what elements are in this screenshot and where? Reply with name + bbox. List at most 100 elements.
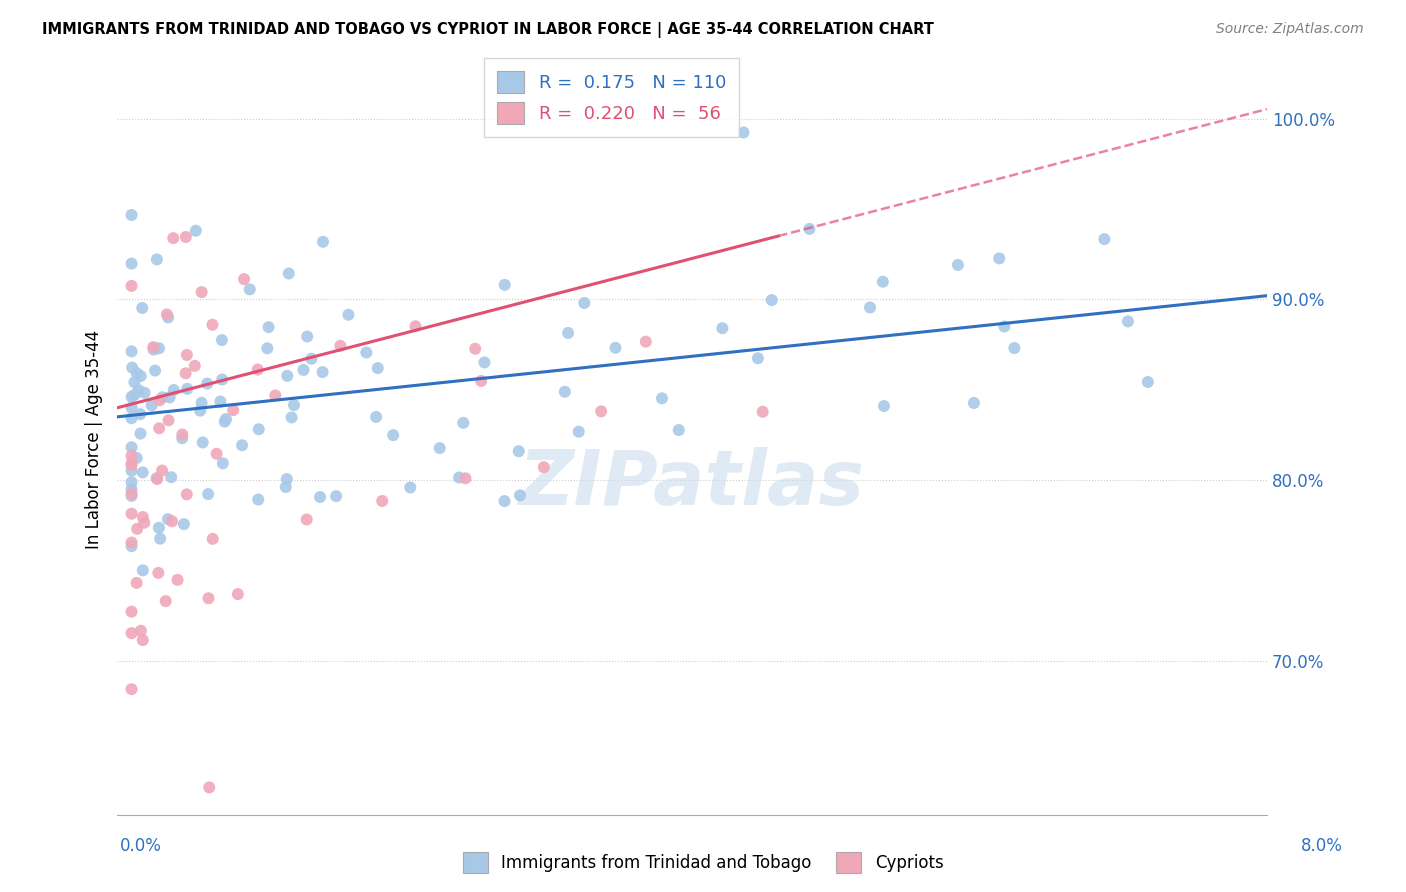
Point <box>751 405 773 419</box>
Point <box>963 396 986 410</box>
Point <box>160 514 183 528</box>
Point <box>121 605 143 619</box>
Point <box>142 343 165 357</box>
Point <box>190 285 212 300</box>
Point <box>150 463 173 477</box>
Point <box>509 488 531 502</box>
Point <box>337 308 360 322</box>
Point <box>201 318 224 332</box>
Point <box>276 472 298 486</box>
Point <box>1092 232 1115 246</box>
Point <box>166 573 188 587</box>
Point <box>574 296 596 310</box>
Point <box>121 489 143 503</box>
Point <box>274 480 297 494</box>
Point <box>163 383 186 397</box>
Point <box>988 252 1011 266</box>
Point <box>121 464 143 478</box>
Point <box>226 587 249 601</box>
Point <box>132 563 155 577</box>
Point <box>121 626 143 640</box>
Point <box>184 224 207 238</box>
Point <box>131 301 153 315</box>
Point <box>125 450 148 465</box>
Point <box>149 393 172 408</box>
Point <box>733 126 755 140</box>
Point <box>121 449 143 463</box>
Point <box>173 517 195 532</box>
Point <box>176 487 198 501</box>
Point <box>124 387 146 401</box>
Point <box>121 682 143 697</box>
Legend: R =  0.175   N = 110, R =  0.220   N =  56: R = 0.175 N = 110, R = 0.220 N = 56 <box>485 58 738 136</box>
Point <box>152 390 174 404</box>
Point <box>121 279 143 293</box>
Point <box>176 382 198 396</box>
Point <box>233 272 256 286</box>
Point <box>176 348 198 362</box>
Point <box>156 512 179 526</box>
Point <box>205 447 228 461</box>
Text: Source: ZipAtlas.com: Source: ZipAtlas.com <box>1216 22 1364 37</box>
Point <box>159 390 181 404</box>
Point <box>129 407 152 421</box>
Text: 0.0%: 0.0% <box>120 837 162 855</box>
Point <box>993 319 1015 334</box>
Point <box>494 277 516 292</box>
Point <box>283 398 305 412</box>
Point <box>239 282 262 296</box>
Point <box>747 351 769 366</box>
Point <box>231 438 253 452</box>
Point <box>311 365 333 379</box>
Point <box>946 258 969 272</box>
Point <box>146 252 169 267</box>
Point <box>256 341 278 355</box>
Point <box>292 363 315 377</box>
Point <box>121 360 143 375</box>
Point <box>761 293 783 307</box>
Point <box>132 510 155 524</box>
Point <box>156 307 179 321</box>
Point <box>174 366 197 380</box>
Point <box>257 320 280 334</box>
Point <box>157 413 180 427</box>
Point <box>121 475 143 490</box>
Point <box>121 390 143 404</box>
Point <box>1136 375 1159 389</box>
Point <box>184 359 207 373</box>
Point <box>276 368 298 383</box>
Point <box>325 489 347 503</box>
Point <box>172 427 194 442</box>
Point <box>121 456 143 470</box>
Point <box>125 575 148 590</box>
Point <box>312 235 335 249</box>
Point <box>198 780 221 795</box>
Point <box>125 366 148 380</box>
Point <box>149 532 172 546</box>
Point <box>121 507 143 521</box>
Point <box>451 416 474 430</box>
Point <box>121 487 143 501</box>
Point <box>155 594 177 608</box>
Point <box>157 310 180 325</box>
Point <box>494 494 516 508</box>
Point <box>143 363 166 377</box>
Point <box>191 435 214 450</box>
Point <box>148 566 170 580</box>
Point <box>859 301 882 315</box>
Point <box>591 404 613 418</box>
Point <box>309 490 332 504</box>
Point <box>121 257 143 271</box>
Point <box>872 275 894 289</box>
Point <box>280 410 302 425</box>
Point <box>329 339 352 353</box>
Point <box>301 351 323 366</box>
Point <box>127 522 149 536</box>
Legend: Immigrants from Trinidad and Tobago, Cypriots: Immigrants from Trinidad and Tobago, Cyp… <box>456 846 950 880</box>
Text: IMMIGRANTS FROM TRINIDAD AND TOBAGO VS CYPRIOT IN LABOR FORCE | AGE 35-44 CORREL: IMMIGRANTS FROM TRINIDAD AND TOBAGO VS C… <box>42 22 934 38</box>
Point <box>215 412 238 426</box>
Point <box>668 423 690 437</box>
Point <box>470 374 492 388</box>
Point <box>201 532 224 546</box>
Point <box>211 333 233 347</box>
